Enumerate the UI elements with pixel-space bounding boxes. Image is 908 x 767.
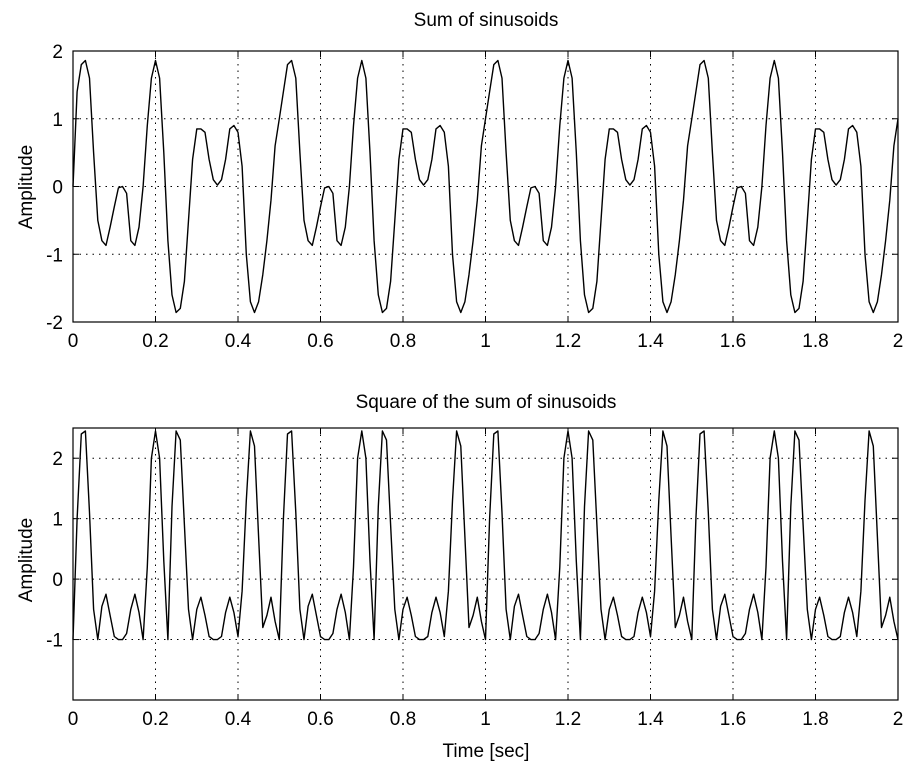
grid-lines [73, 428, 898, 700]
x-tick-label: 1.2 [555, 709, 581, 730]
y-tick-label: -1 [46, 245, 63, 266]
series-line [72, 59, 899, 314]
x-tick-label: 0.4 [225, 331, 252, 352]
y-tick-label: 1 [52, 510, 63, 531]
plot-frame [72, 427, 899, 701]
x-tick-label: 0.6 [307, 331, 333, 352]
y-tick-label: 0 [52, 178, 63, 199]
x-tick-label: 0.4 [225, 709, 252, 730]
x-tick-label: 1.8 [802, 709, 828, 730]
x-tick-label: 0.8 [390, 709, 416, 730]
series-layer [72, 430, 899, 641]
x-axis-label: Time [sec] [443, 741, 530, 762]
grid-lines [73, 51, 898, 322]
y-tick-label: 2 [52, 449, 63, 470]
x-tick-label: 0.2 [142, 331, 168, 352]
series-layer [72, 59, 899, 314]
x-tick-label: 2 [893, 331, 904, 352]
y-tick-label: -1 [46, 631, 63, 652]
x-tick-label: 2 [893, 709, 904, 730]
panel-square-of-sum: Square of the sum of sinusoids Amplitude… [16, 392, 903, 762]
x-tick-label: 1.6 [720, 331, 746, 352]
y-tick-label: 2 [52, 42, 63, 63]
x-tick-label: 0.8 [390, 331, 416, 352]
x-tick-label: 0.2 [142, 709, 168, 730]
y-axis-label: Amplitude [16, 518, 37, 603]
x-tick-label: 0 [68, 331, 79, 352]
chart-title: Square of the sum of sinusoids [356, 392, 617, 413]
x-tick-label: 1.4 [637, 709, 664, 730]
x-tick-label: 1.6 [720, 709, 746, 730]
x-tick-label: 0 [68, 709, 79, 730]
ticks-layer: 0 0.2 0.4 0.6 0.8 1 1.2 1.4 1.6 1.8 2 -1 0 1 2 [46, 428, 903, 730]
chart-title: Sum of sinusoids [414, 10, 559, 31]
x-tick-label: 0.6 [307, 709, 333, 730]
x-tick-label: 1 [480, 709, 491, 730]
ticks-layer: 0 0.2 0.4 0.6 0.8 1 1.2 1.4 1.6 1.8 2 -2 -1 0 1 2 [46, 42, 903, 352]
x-tick-label: 1.4 [637, 331, 664, 352]
y-axis-label: Amplitude [16, 145, 37, 230]
y-tick-label: 0 [52, 570, 63, 591]
panel-sum-of-sinusoids: Sum of sinusoids Amplitude 0 0.2 0.4 0.6 0.8… [16, 10, 903, 352]
x-tick-label: 1.8 [802, 331, 828, 352]
x-tick-label: 1.2 [555, 331, 581, 352]
y-tick-label: -2 [46, 313, 63, 334]
y-tick-label: 1 [52, 110, 63, 131]
series-line [72, 430, 899, 641]
x-tick-label: 1 [480, 331, 491, 352]
